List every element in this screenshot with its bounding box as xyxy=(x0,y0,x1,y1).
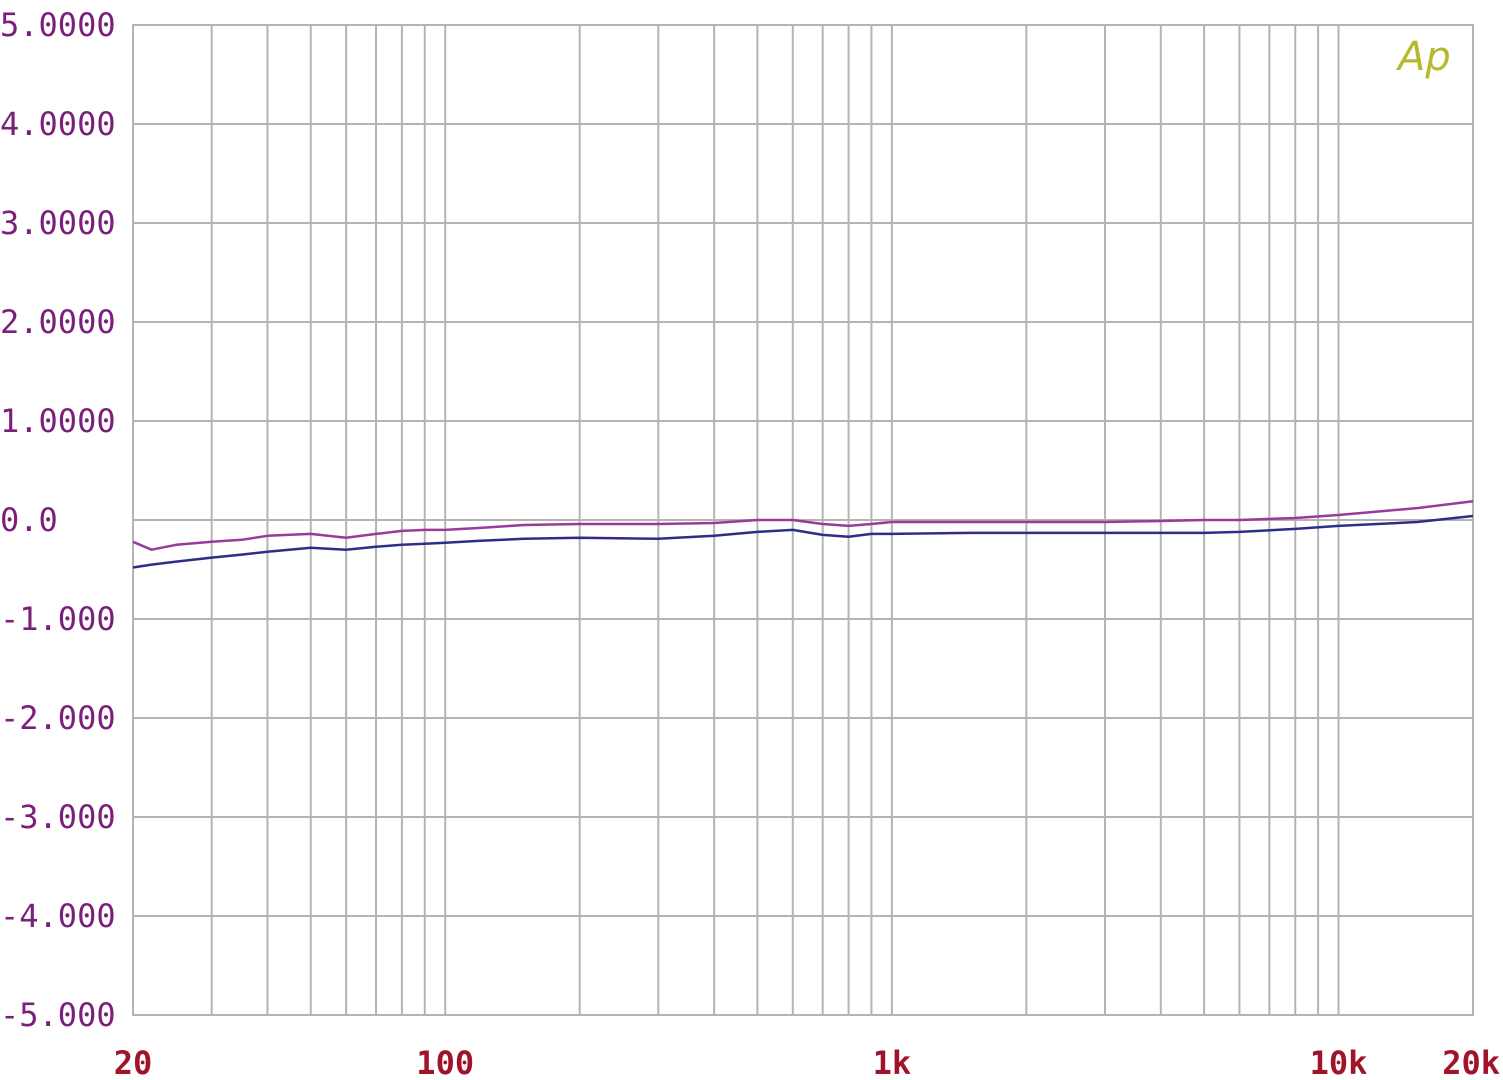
y-tick-label: 4.0000 xyxy=(0,105,116,143)
series-layer xyxy=(132,499,1474,569)
x-tick-label: 20k xyxy=(1442,1044,1500,1080)
y-tick-label: -3.000 xyxy=(0,798,116,836)
y-tick-label: 0.0 xyxy=(0,501,58,539)
x-tick-label: 10k xyxy=(1310,1044,1368,1080)
y-tick-label: 2.0000 xyxy=(0,303,116,341)
series-line-2 xyxy=(132,514,1474,569)
y-tick-label: -5.000 xyxy=(0,996,116,1034)
y-tick-label: -4.000 xyxy=(0,897,116,935)
grid-major xyxy=(133,25,1473,1015)
y-tick-label: 5.0000 xyxy=(0,6,116,44)
x-tick-label: 100 xyxy=(416,1044,474,1080)
y-tick-labels: 5.0000 4.0000 3.0000 2.0000 1.0000 0.0 -1.000 -… xyxy=(0,6,116,1034)
ap-logo: Ap xyxy=(1395,34,1451,80)
x-tick-labels: 20 100 1k 10k 20k xyxy=(114,1044,1500,1080)
x-tick-label: 20 xyxy=(114,1044,153,1080)
x-tick-label: 1k xyxy=(873,1044,912,1080)
y-tick-label: -1.000 xyxy=(0,600,116,638)
y-tick-label: -2.000 xyxy=(0,699,116,737)
series-line-1 xyxy=(132,499,1474,551)
y-tick-label: 1.0000 xyxy=(0,402,116,440)
y-tick-label: 3.0000 xyxy=(0,204,116,242)
plot-frame xyxy=(132,24,1474,1016)
